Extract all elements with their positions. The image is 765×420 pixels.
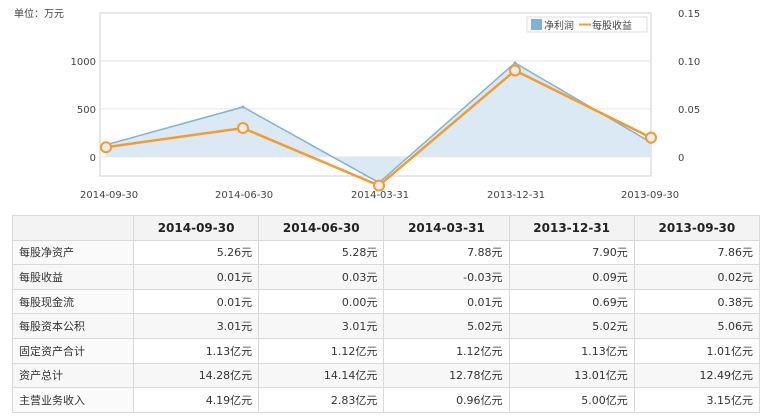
table-cell: 0.69元 (508, 288, 635, 315)
column-header: 2013-09-30 (633, 215, 761, 241)
net-profit-point (513, 61, 517, 65)
table-cell: 7.86元 (633, 239, 761, 266)
column-header: 2014-03-31 (383, 215, 510, 241)
y-right-tick-label: 0.15 (678, 9, 700, 20)
y-left-tick-label: 1000 (71, 57, 96, 68)
table-cell: 1.13亿元 (508, 337, 635, 364)
row-label: 每股资本公积 (12, 313, 134, 339)
table-cell: 0.38元 (633, 288, 761, 315)
table-row: 每股收益 0.01元 0.03元 -0.03元 0.09元 0.02元 (12, 264, 761, 290)
eps-point (373, 179, 385, 192)
table-cell: 4.19亿元 (132, 387, 260, 413)
table-row: 资产总计 14.28亿元 14.14亿元 12.78亿元 13.01亿元 12.49亿元 (12, 362, 761, 389)
y-right-tick-label: 0.05 (678, 105, 700, 116)
table-cell: 0.96亿元 (383, 387, 510, 413)
table-row: 固定资产合计 1.13亿元 1.12亿元 1.12亿元 1.13亿元 1.01亿元 (12, 337, 761, 364)
legend-label-net-profit[interactable]: 净利润 (544, 19, 574, 32)
table-cell: 5.28元 (258, 239, 385, 266)
x-tick-label: 2014-06-30 (215, 190, 273, 201)
table-cell: 5.06元 (633, 313, 761, 339)
table-cell: -0.03元 (383, 264, 510, 290)
table-cell: 5.02元 (508, 313, 635, 339)
y-left-tick-label: 500 (77, 105, 96, 116)
table-cell: 1.01亿元 (633, 337, 761, 364)
row-label: 每股净资产 (12, 239, 134, 266)
table-cell: 12.78亿元 (383, 362, 510, 389)
eps-point (509, 64, 521, 77)
table-cell: 12.49亿元 (633, 362, 761, 389)
table-cell: 0.01元 (132, 264, 260, 290)
table-cell: 14.14亿元 (258, 362, 385, 389)
table-cell: 3.01元 (258, 313, 385, 339)
row-label: 每股收益 (12, 264, 134, 290)
net-profit-point (241, 105, 245, 109)
table-cell: 0.03元 (258, 264, 385, 290)
row-label: 每股现金流 (12, 288, 134, 315)
table-cell: 1.12亿元 (258, 337, 385, 364)
eps-point (645, 131, 657, 144)
table-cell: 1.12亿元 (383, 337, 510, 364)
table-cell: 14.28亿元 (132, 362, 260, 389)
x-tick-label: 2014-03-31 (351, 190, 409, 201)
table-row: 每股资本公积 3.01元 3.01元 5.02元 5.02元 5.06元 (12, 313, 761, 339)
net-profit-area (104, 61, 653, 185)
table-cell: 5.02元 (383, 313, 510, 339)
table-cell: 0.02元 (633, 264, 761, 290)
table-cell: 0.00元 (258, 288, 385, 315)
y-right-tick-label: 0 (678, 153, 684, 164)
chart-legend[interactable]: 净利润 每股收益 (526, 16, 648, 33)
left-axis: 0 500 1000 (71, 57, 96, 164)
table-cell: 5.26元 (132, 239, 260, 266)
table-cell: 7.88元 (383, 239, 510, 266)
table-cell: 1.13亿元 (132, 337, 260, 364)
table-row: 每股现金流 0.01元 0.00元 0.01元 0.69元 0.38元 (12, 288, 761, 315)
legend-swatch-net-profit (531, 19, 542, 30)
x-axis: 2014-09-30 2014-06-30 2014-03-31 2013-12-31… (80, 190, 679, 201)
x-tick-label: 2013-12-31 (487, 190, 545, 201)
table-cell: 3.15亿元 (633, 387, 761, 413)
table-cell: 2.83亿元 (258, 387, 385, 413)
table-cell: 0.01元 (383, 288, 510, 315)
table-row: 主营业务收入 4.19亿元 2.83亿元 0.96亿元 5.00亿元 3.15亿元 (12, 387, 761, 413)
table-header-row: 2014-09-30 2014-06-30 2014-03-31 2013-12… (12, 215, 761, 241)
eps-point (237, 122, 249, 135)
net-profit-area-fill (106, 62, 651, 183)
unit-label: 单位：万元 (14, 7, 64, 20)
table-cell: 0.09元 (508, 264, 635, 290)
table-cell: 0.01元 (132, 288, 260, 315)
y-right-tick-label: 0.10 (678, 57, 700, 68)
column-header: 2014-06-30 (258, 215, 385, 241)
table-cell: 3.01元 (132, 313, 260, 339)
x-tick-label: 2013-09-30 (621, 190, 679, 201)
table-cell: 5.00亿元 (508, 387, 635, 413)
table-cell: 13.01亿元 (508, 362, 635, 389)
financial-table: 2014-09-30 2014-06-30 2014-03-31 2013-12… (12, 215, 761, 413)
table-cell: 7.90元 (508, 239, 635, 266)
column-header: 2013-12-31 (508, 215, 635, 241)
eps-line (100, 64, 657, 192)
eps-point (100, 141, 112, 154)
row-label: 资产总计 (12, 362, 134, 389)
column-header: 2014-09-30 (132, 215, 260, 241)
table-corner (12, 215, 134, 241)
right-axis: 0 0.05 0.10 0.15 (678, 9, 700, 164)
row-label: 固定资产合计 (12, 337, 134, 364)
row-label: 主营业务收入 (12, 387, 134, 413)
x-tick-label: 2014-09-30 (80, 190, 138, 201)
table-row: 每股净资产 5.26元 5.28元 7.88元 7.90元 7.86元 (12, 239, 761, 266)
legend-label-eps[interactable]: 每股收益 (592, 19, 632, 32)
y-left-tick-label: 0 (90, 153, 96, 164)
